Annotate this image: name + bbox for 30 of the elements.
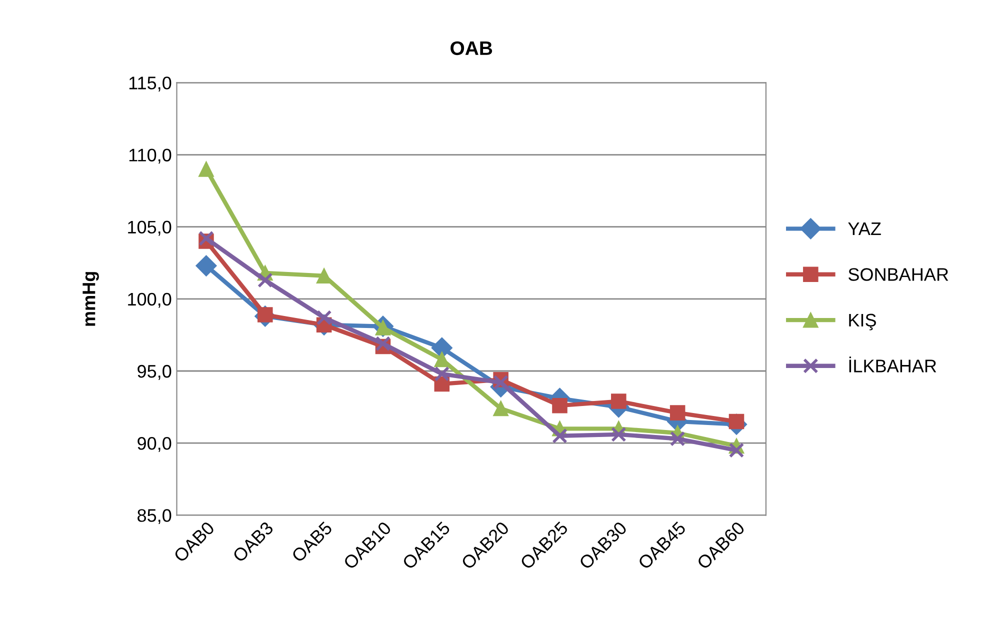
point bbox=[434, 352, 450, 368]
y-tick-label: 85,0 bbox=[138, 509, 172, 524]
point bbox=[493, 374, 508, 390]
point bbox=[728, 442, 744, 458]
point bbox=[611, 426, 626, 442]
point bbox=[258, 272, 273, 288]
point bbox=[316, 310, 332, 326]
point bbox=[375, 336, 391, 352]
y-tick-label: 110,0 bbox=[129, 148, 172, 164]
y-tick-label: 100,0 bbox=[128, 292, 172, 308]
y-tick-label: 90,0 bbox=[138, 437, 172, 452]
point bbox=[198, 162, 214, 177]
point bbox=[552, 398, 568, 414]
legend-label: İLKBAHAR bbox=[849, 356, 936, 372]
point bbox=[611, 394, 626, 409]
legend-label: SONBAHAR bbox=[848, 268, 948, 281]
y-tick-label: 95,0 bbox=[138, 364, 172, 380]
point bbox=[552, 428, 568, 444]
point bbox=[196, 255, 217, 276]
y-axis-title: mmHg bbox=[82, 272, 99, 326]
y-tick-label: 115,0 bbox=[129, 76, 172, 92]
point bbox=[670, 431, 686, 446]
legend-label: YAZ bbox=[848, 222, 881, 235]
point bbox=[670, 405, 686, 420]
point bbox=[434, 366, 450, 382]
legend-label: KIŞ bbox=[849, 314, 876, 330]
y-tick-label: 105,0 bbox=[128, 220, 172, 236]
point bbox=[198, 230, 214, 246]
chart-title: OAB bbox=[450, 41, 492, 56]
point bbox=[493, 400, 508, 416]
